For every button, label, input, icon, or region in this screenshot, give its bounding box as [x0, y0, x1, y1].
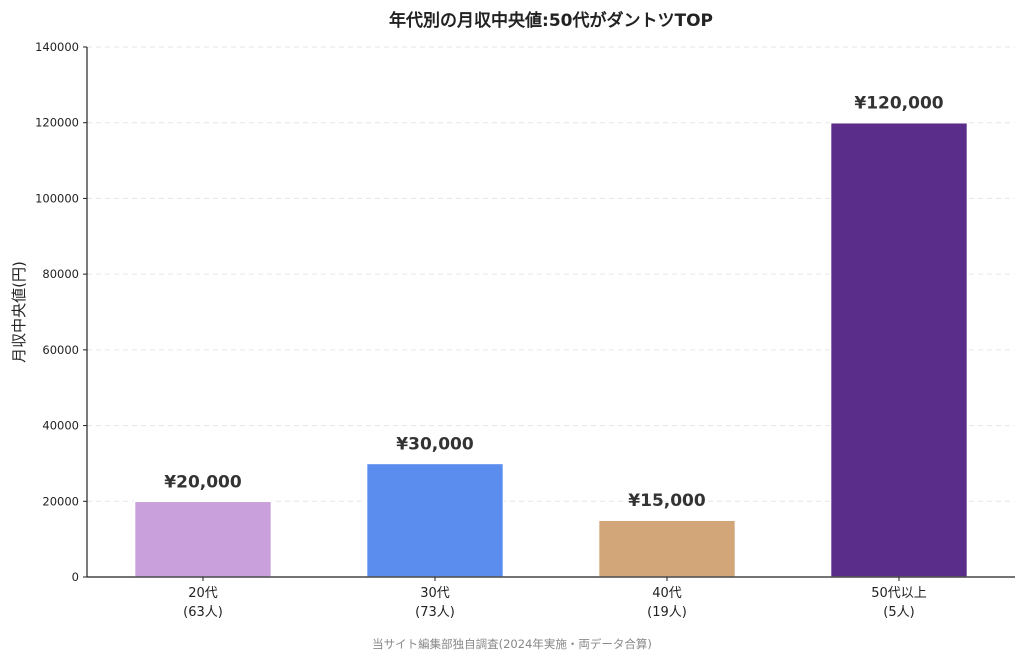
- bar: [829, 121, 969, 578]
- x-tick-sublabel: (19人): [647, 605, 687, 620]
- y-tick-label: 140000: [35, 40, 79, 54]
- value-label-layer: ¥20,000 ¥30,000 ¥15,000 ¥120,000: [164, 94, 944, 512]
- chart-title: 年代別の月収中央値:50代がダントツTOP: [389, 10, 713, 31]
- bar-value-label: ¥20,000: [164, 472, 242, 492]
- bar-value-label: ¥120,000: [854, 94, 943, 114]
- x-tick-sublabel: (63人): [183, 605, 223, 620]
- y-tick-label: 40000: [42, 419, 79, 433]
- y-tick-label: 0: [72, 570, 79, 584]
- source-note: 当サイト編集部独自調査(2024年実施・両データ合算): [372, 637, 652, 651]
- x-tick-sublabel: (73人): [415, 605, 455, 620]
- y-tick-label: 120000: [35, 116, 79, 130]
- x-tick-sublabel: (5人): [883, 605, 914, 620]
- y-tick-label: 20000: [42, 494, 79, 508]
- y-tick-label: 100000: [35, 191, 79, 205]
- bar-value-label: ¥15,000: [628, 491, 706, 511]
- axis-layer: 0 20000 40000 60000 80000 100000 120000 140000 2…: [35, 40, 1015, 620]
- bar-layer: [133, 121, 969, 578]
- bar: [365, 462, 505, 578]
- bar: [597, 519, 737, 578]
- y-tick-label: 60000: [42, 343, 79, 357]
- bar-value-label: ¥30,000: [396, 434, 474, 454]
- x-tick-label: 20代: [188, 586, 218, 601]
- grid-layer: [87, 46, 1015, 502]
- y-tick-label: 80000: [42, 267, 79, 281]
- y-axis-label: 月収中央値(円): [10, 261, 28, 363]
- x-tick-label: 50代以上: [871, 586, 927, 601]
- bar: [133, 500, 273, 578]
- x-tick-label: 40代: [652, 586, 682, 601]
- x-tick-label: 30代: [420, 586, 450, 601]
